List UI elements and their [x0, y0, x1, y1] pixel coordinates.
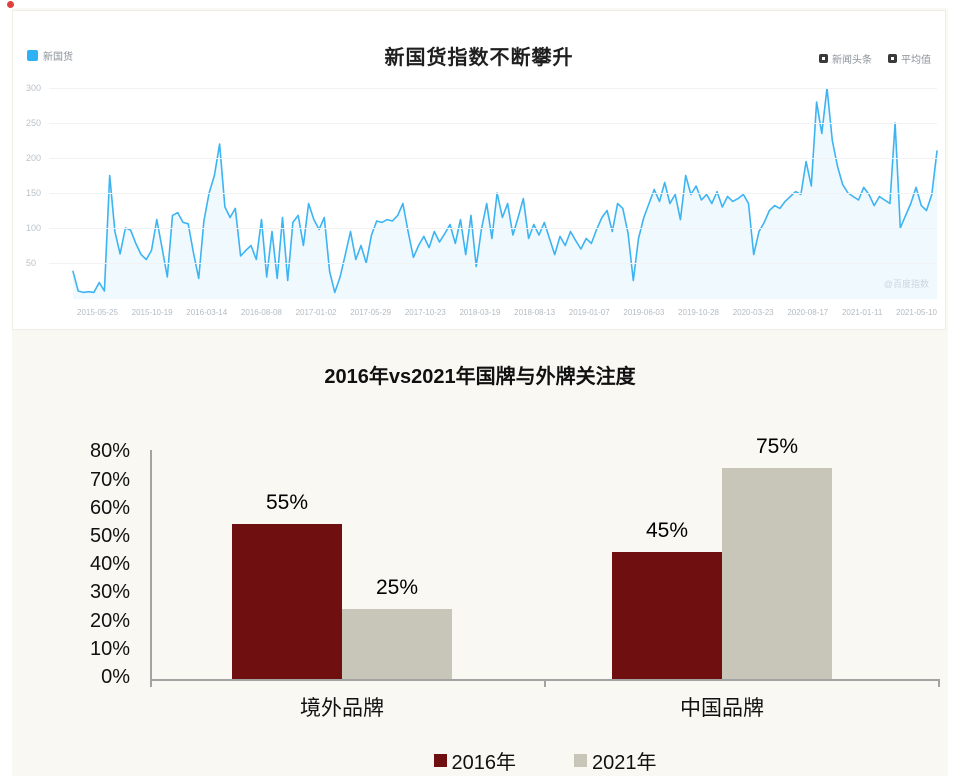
x-axis-tick-label: 2016-08-08: [240, 308, 282, 317]
y-axis-tick-label: 200: [26, 153, 42, 163]
x-axis-tick-label: 2021-05-10: [896, 308, 937, 317]
series-legend-label: 新国货: [43, 52, 73, 63]
baidu-index-watermark: @百度指数: [883, 279, 929, 289]
legend-swatch-2016: [433, 754, 447, 767]
checkbox-icon: [888, 54, 897, 63]
x-axis-tick-label: 2019-06-03: [623, 308, 665, 317]
series-color-swatch: [27, 50, 38, 61]
gridline: [49, 123, 937, 124]
x-axis-tick-label: 2017-01-02: [295, 308, 337, 317]
y-axis-tick-label: 250: [26, 118, 42, 128]
bar-value-label: 75%: [755, 434, 799, 458]
x-axis: 2015-05-25 2015-10-19 2016-03-14 2016-08-08…: [77, 308, 937, 317]
bar-y-axis-tick-label: 30%: [89, 581, 130, 604]
checkbox-icon: [819, 54, 828, 63]
legend-toggle-average[interactable]: 平均值: [888, 51, 931, 66]
axis-tick: [544, 681, 546, 687]
axis-tick: [150, 681, 152, 687]
y-axis-tick-label: 150: [26, 188, 42, 198]
legend-item-2021: 2021年: [574, 746, 657, 775]
recording-dot: [7, 1, 14, 8]
bar-y-axis-tick-label: 0%: [101, 666, 130, 688]
x-axis-tick-label: 2016-03-14: [186, 308, 228, 317]
legend-label-2021: 2021年: [592, 752, 657, 774]
legend-item-2016: 2016年: [433, 746, 517, 775]
y-axis-tick-label: 100: [26, 223, 42, 233]
legend-item-selected[interactable]: 新国货: [27, 48, 73, 63]
bar-chart-legend: 2016年 2021年: [150, 746, 940, 775]
content-panel: 新国货 新国货指数不断攀升 新闻头条 平均值 2015-05-25 2015-10…: [12, 8, 948, 776]
bar-2016年-境外品牌: [232, 523, 342, 679]
legend-label-2016: 2016年: [451, 752, 517, 774]
x-axis-tick-label: 2020-03-23: [732, 308, 774, 317]
category-label-foreign-brands: 境外品牌: [300, 697, 384, 720]
x-axis-tick-label: 2018-03-19: [459, 308, 501, 317]
bar-y-axis-tick-label: 20%: [89, 609, 130, 632]
x-axis-tick-label: 2019-01-07: [568, 308, 610, 317]
bar-y-axis-tick-label: 60%: [89, 496, 130, 519]
bar-y-axis-tick-label: 40%: [89, 553, 130, 576]
y-axis-tick-label: 50: [26, 258, 37, 268]
x-axis-tick-label: 2019-10-28: [678, 308, 719, 317]
bar-y-axis-tick-label: 80%: [89, 440, 130, 463]
gridline: [49, 263, 937, 264]
bar-2021年-境外品牌: [342, 608, 452, 679]
legend-toggle-label: 新闻头条: [832, 55, 872, 66]
bar-value-label: 25%: [375, 575, 419, 599]
index-line-series[interactable]: [72, 88, 938, 302]
x-axis-tick-label: 2015-05-25: [77, 308, 118, 317]
x-axis-tick-label: 2018-08-13: [514, 308, 556, 317]
x-axis-tick-label: 2015-10-19: [131, 308, 173, 317]
legend-toggle-group: 新闻头条 平均值: [819, 51, 931, 66]
y-axis-tick-label: 300: [26, 83, 42, 93]
bar-y-axis-tick-label: 70%: [89, 468, 130, 491]
gridline: [49, 88, 937, 89]
axis-tick: [938, 681, 940, 687]
line-chart-title: 新国货指数不断攀升: [384, 47, 574, 69]
x-axis-tick-label: 2021-01-11: [841, 308, 883, 317]
bar-y-axis-tick-label: 50%: [89, 525, 130, 547]
gridline: [49, 228, 937, 229]
y-axis-line: [150, 450, 152, 681]
category-label-chinese-brands: 中国品牌: [680, 697, 764, 720]
bar-chart-title: 2016年vs2021年国牌与外牌关注度: [324, 366, 636, 388]
gridline: [49, 193, 937, 194]
bar-2016年-中国品牌: [612, 552, 722, 679]
x-axis-line: [150, 679, 940, 681]
bar-y-axis-tick-label: 10%: [89, 637, 130, 660]
legend-swatch-2021: [574, 754, 587, 767]
x-axis-tick-label: 2017-10-23: [404, 308, 446, 317]
bar-value-label: 55%: [265, 490, 309, 514]
legend-toggle-label: 平均值: [901, 55, 931, 66]
x-axis-tick-label: 2017-05-29: [350, 308, 392, 317]
legend-toggle-news[interactable]: 新闻头条: [819, 51, 872, 66]
baidu-index-card: 新国货 新国货指数不断攀升 新闻头条 平均值 2015-05-25 2015-10…: [12, 10, 946, 330]
gridline: [49, 158, 937, 159]
x-axis-tick-label: 2020-08-17: [787, 308, 829, 317]
bar-value-label: 45%: [645, 519, 689, 543]
bar-2021年-中国品牌: [722, 467, 832, 679]
